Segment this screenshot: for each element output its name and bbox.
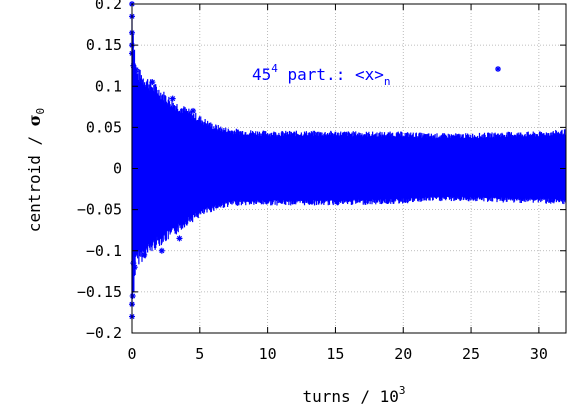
y-tick-label: 0.15 <box>86 36 122 54</box>
data-point <box>141 251 148 258</box>
x-tick-label: 0 <box>127 345 136 363</box>
data-point <box>190 107 197 114</box>
x-axis-title-text: turns / 10 <box>303 387 399 406</box>
legend-base: 45 <box>252 65 271 84</box>
data-point <box>149 79 156 86</box>
legend-marker <box>495 66 501 72</box>
x-tick-label: 30 <box>530 345 548 363</box>
data-point <box>130 62 137 69</box>
marker-stroke <box>133 67 139 73</box>
legend-label: 454 part.: <x>n <box>252 62 390 88</box>
y-axis-title: centroid / σ0 <box>25 108 47 232</box>
data-point <box>131 264 138 271</box>
y-tick-label: 0 <box>113 160 122 178</box>
x-tick-label: 5 <box>195 345 204 363</box>
tick-labels: 0 5 10 15 20 25 30 0.2 0.15 0.1 0.05 0 −0.05 −0.1 −0.1… <box>77 0 548 363</box>
data-series <box>129 1 567 320</box>
y-tick-label: −0.2 <box>86 324 122 342</box>
x-tick-label: 20 <box>394 345 412 363</box>
y-tick-label: 0.1 <box>95 77 122 95</box>
y-tick-label: 0.05 <box>86 118 122 136</box>
x-tick-label: 15 <box>326 345 344 363</box>
axis-ticks <box>131 3 566 334</box>
y-tick-label: −0.05 <box>77 201 122 219</box>
legend-star-marker <box>495 66 501 72</box>
marker-stroke <box>170 96 176 102</box>
marker-stroke <box>149 79 155 85</box>
marker-stroke <box>159 248 165 254</box>
x-axis-title-sup: 3 <box>399 384 406 397</box>
legend-sub: n <box>384 75 391 88</box>
legend-sup: 4 <box>271 62 278 75</box>
data-point <box>129 292 136 299</box>
marker-stroke <box>176 235 182 241</box>
data-point <box>133 66 140 73</box>
data-point <box>137 239 144 246</box>
data-point <box>158 247 165 254</box>
marker-stroke <box>190 108 196 114</box>
marker-stroke <box>495 66 501 72</box>
marker-stroke <box>137 240 143 246</box>
data-point <box>169 95 176 102</box>
y-tick-label: −0.15 <box>77 283 122 301</box>
legend-text: part.: <x> <box>278 65 384 84</box>
y-tick-label: 0.2 <box>95 0 122 13</box>
x-tick-label: 25 <box>462 345 480 363</box>
x-tick-label: 10 <box>259 345 277 363</box>
y-axis-title-text: centroid / <box>25 126 44 232</box>
y-tick-label: −0.1 <box>86 242 122 260</box>
marker-stroke <box>130 293 136 299</box>
marker-stroke <box>132 264 138 270</box>
legend: 454 part.: <x>n <box>252 62 501 88</box>
marker-stroke <box>141 252 147 258</box>
y-axis-title-sigma: σ <box>25 114 44 126</box>
x-axis-title: turns / 103 <box>303 384 406 406</box>
y-axis-title-sub: 0 <box>34 108 47 115</box>
data-point <box>176 235 183 242</box>
